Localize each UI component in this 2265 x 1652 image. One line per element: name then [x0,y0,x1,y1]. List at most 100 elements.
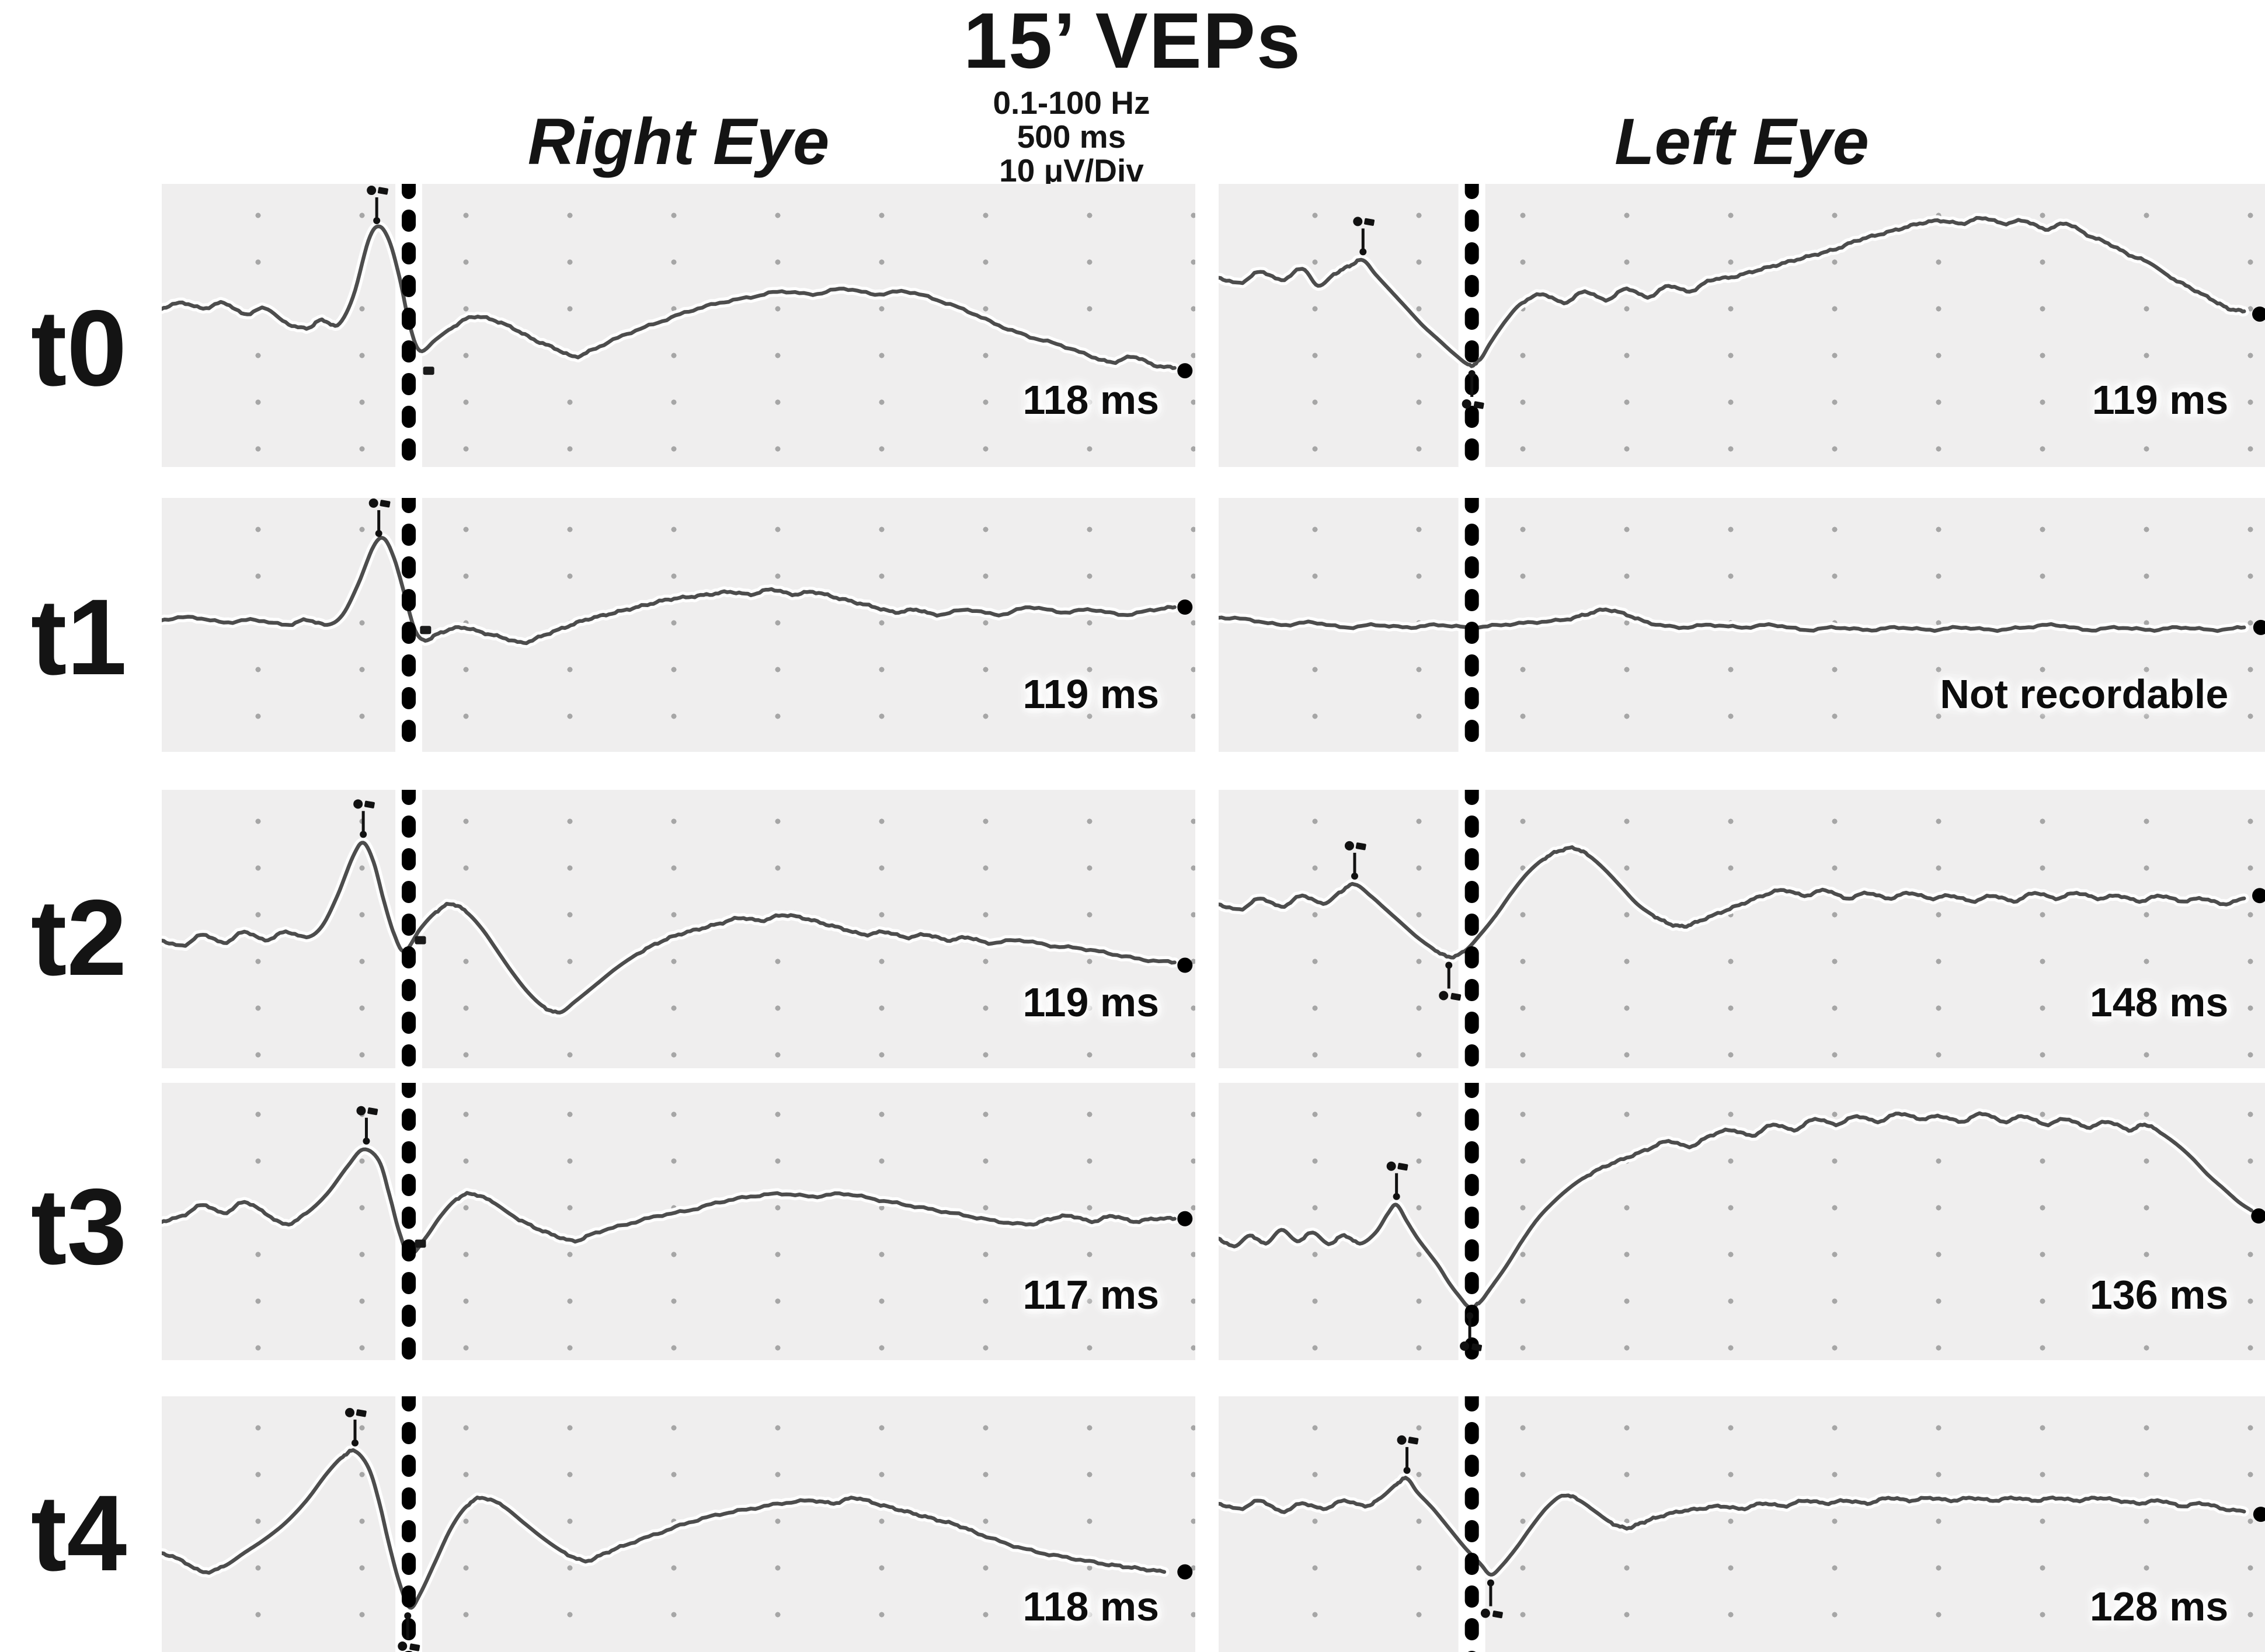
peak-anchor-dot [1487,1579,1494,1587]
peak-label-glyph [367,1107,378,1116]
waveform-trace [1219,1111,2253,1311]
row-label-t3: t3 [30,1167,127,1287]
row-label-t2: t2 [30,878,127,998]
peak-label-glyph [1355,842,1366,851]
end-of-trace-dot [1177,1211,1193,1226]
peak-label-glyph [1439,991,1449,1001]
waveform-halo [162,532,1180,649]
waveform-trace [162,841,1177,1015]
end-of-trace-dot [1177,363,1193,379]
vep-panel-t2-left-eye: 148 ms [1219,790,2265,1068]
end-of-trace-dot [1177,957,1193,973]
vep-panel-t3-right-eye: 117 ms [162,1083,1195,1360]
waveform-trace [1219,1476,2246,1577]
peak-label-glyph [1480,1608,1490,1618]
end-of-trace-dot [1177,1564,1193,1580]
vep-trace-canvas [162,1083,1193,1360]
peak-label-glyph [368,498,378,508]
peak-label-glyph [398,1641,408,1651]
vep-panel-t0-right-eye: 118 ms [162,184,1195,467]
peak-label-glyph [1386,1161,1396,1171]
waveform-trace [162,1147,1177,1257]
peak-anchor-dot [1393,1193,1400,1200]
peak-marker [353,799,375,838]
vep-panel-t0-left-eye: 119 ms [1219,184,2265,467]
peak-label-glyph [356,1409,367,1417]
gain-setting: 10 μV/Div [999,152,1144,189]
peak-label-glyph [380,500,391,508]
peak-anchor-dot [375,529,382,537]
peak-label-glyph [345,1407,354,1417]
trace-cursor-blob [420,626,432,635]
latency-label: 117 ms [1022,1272,1160,1318]
vep-trace-canvas [162,184,1193,467]
peak-label-glyph [377,187,388,195]
vep-trace-canvas [1219,1396,2265,1652]
sweep-setting: 500 ms [1017,118,1126,155]
row-label-t1: t1 [30,577,127,698]
peak-label-glyph [353,799,363,809]
peak-label-glyph [367,186,377,196]
peak-marker [1480,1579,1503,1619]
latency-label: 118 ms [1022,1583,1160,1629]
peak-anchor-dot [351,1439,359,1447]
peak-label-glyph [364,800,375,808]
peak-anchor-dot [1359,248,1367,256]
latency-label: 119 ms [1022,671,1160,717]
peak-marker [1462,370,1484,409]
peak-label-glyph [1344,841,1354,851]
vep-panel-t3-left-eye: 136 ms [1219,1083,2265,1360]
waveform-halo [162,1144,1180,1260]
waveform-trace [1219,216,2246,368]
peak-label-glyph [1471,1343,1483,1351]
end-of-trace-dot [2251,1208,2265,1224]
latency-label: 128 ms [2089,1583,2229,1629]
end-of-trace-dot [2253,619,2265,635]
peak-anchor-dot [1403,1466,1411,1474]
waveform-trace [1219,845,2246,960]
latency-label: Not recordable [1940,671,2229,717]
vep-trace-canvas [162,498,1193,752]
end-of-trace-dot [2252,306,2265,322]
peak-anchor-dot [1445,961,1453,969]
peak-label-glyph [1353,217,1363,226]
column-header-right-eye: Right Eye [527,105,830,178]
latency-label: 148 ms [2089,980,2229,1026]
peak-label-glyph [1462,399,1471,409]
peak-label-glyph [1397,1435,1407,1445]
waveform-trace [162,224,1177,370]
peak-label-glyph [1450,992,1462,1001]
vep-panel-t4-left-eye: 128 ms [1219,1396,2265,1652]
peak-marker [1386,1161,1408,1200]
row-label-t4: t4 [30,1473,127,1594]
peak-marker [1353,217,1375,256]
waveform-halo [162,221,1180,374]
peak-marker [1397,1435,1419,1474]
acquisition-settings: 0.1-100 Hz 500 ms 10 μV/Div [949,86,1194,187]
vep-trace-canvas [1219,184,2265,467]
vep-panel-t4-right-eye: 118 ms [162,1396,1195,1652]
peak-anchor-dot [363,1137,370,1145]
peak-label-glyph [1397,1163,1408,1171]
latency-label: 118 ms [1022,377,1160,423]
figure-title: 15’ VEPs [963,0,1302,85]
trace-cursor-blob [423,367,434,375]
waveform-trace [162,536,1177,646]
end-of-trace-dot [2253,1507,2265,1522]
peak-marker [1344,841,1366,880]
vep-trace-canvas [1219,790,2265,1068]
waveform-trace [162,1448,1167,1610]
peak-label-glyph [356,1106,366,1116]
end-of-trace-dot [2252,888,2265,904]
latency-label: 119 ms [2092,377,2229,423]
end-of-trace-dot [1177,600,1193,615]
waveform-halo [162,1445,1170,1613]
peak-label-glyph [1364,218,1375,226]
peak-label-glyph [409,1643,420,1651]
latency-label: 119 ms [1022,980,1160,1026]
vep-trace-canvas [1219,498,2265,752]
filter-setting: 0.1-100 Hz [993,85,1150,121]
trace-cursor-blob [415,1239,426,1248]
vep-trace-canvas [1219,1083,2265,1360]
peak-label-glyph [1460,1341,1470,1351]
